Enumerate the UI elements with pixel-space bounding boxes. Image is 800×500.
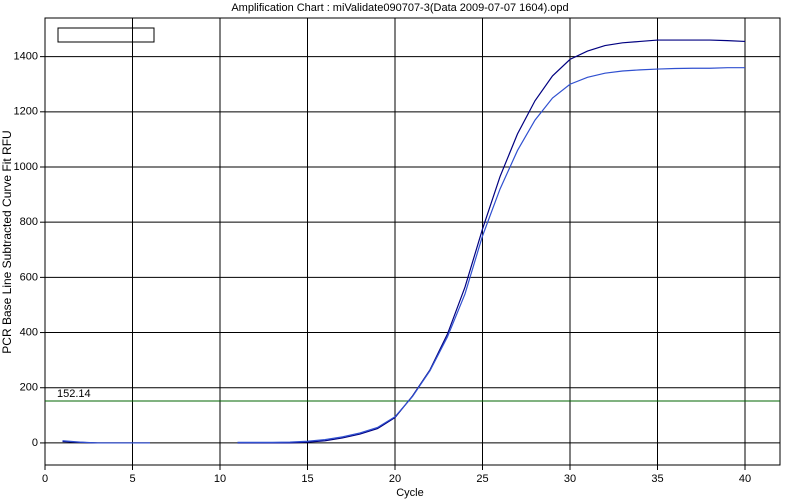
plot-frame <box>44 17 781 466</box>
x-tick-label: 40 <box>739 473 751 485</box>
x-tick-label: 20 <box>389 473 401 485</box>
series-line <box>62 39 746 444</box>
series-line <box>62 67 745 444</box>
y-tick-label: 1200 <box>14 106 38 118</box>
y-tick-label: 400 <box>20 326 38 338</box>
x-tick-label: 0 <box>42 473 48 485</box>
y-tick-label: 200 <box>20 382 38 394</box>
y-tick-label: 800 <box>20 216 38 228</box>
y-tick-label: 600 <box>20 271 38 283</box>
x-tick-label: 5 <box>129 473 135 485</box>
x-tick-label: 35 <box>651 473 663 485</box>
y-axis-label: PCR Base Line Subtracted Curve Fit RFU <box>0 130 14 353</box>
x-tick-label: 10 <box>214 473 226 485</box>
x-tick-label: 15 <box>301 473 313 485</box>
y-tick-label: 0 <box>32 437 38 449</box>
x-axis-label: Cycle <box>396 487 424 499</box>
threshold-label: 152.14 <box>57 388 91 400</box>
x-tick-label: 30 <box>564 473 576 485</box>
chart-title: Amplification Chart : miValidate090707-3… <box>231 2 568 14</box>
legend-box <box>57 27 155 43</box>
y-tick-label: 1400 <box>14 51 38 63</box>
y-tick-label: 1000 <box>14 161 38 173</box>
x-tick-label: 25 <box>476 473 488 485</box>
